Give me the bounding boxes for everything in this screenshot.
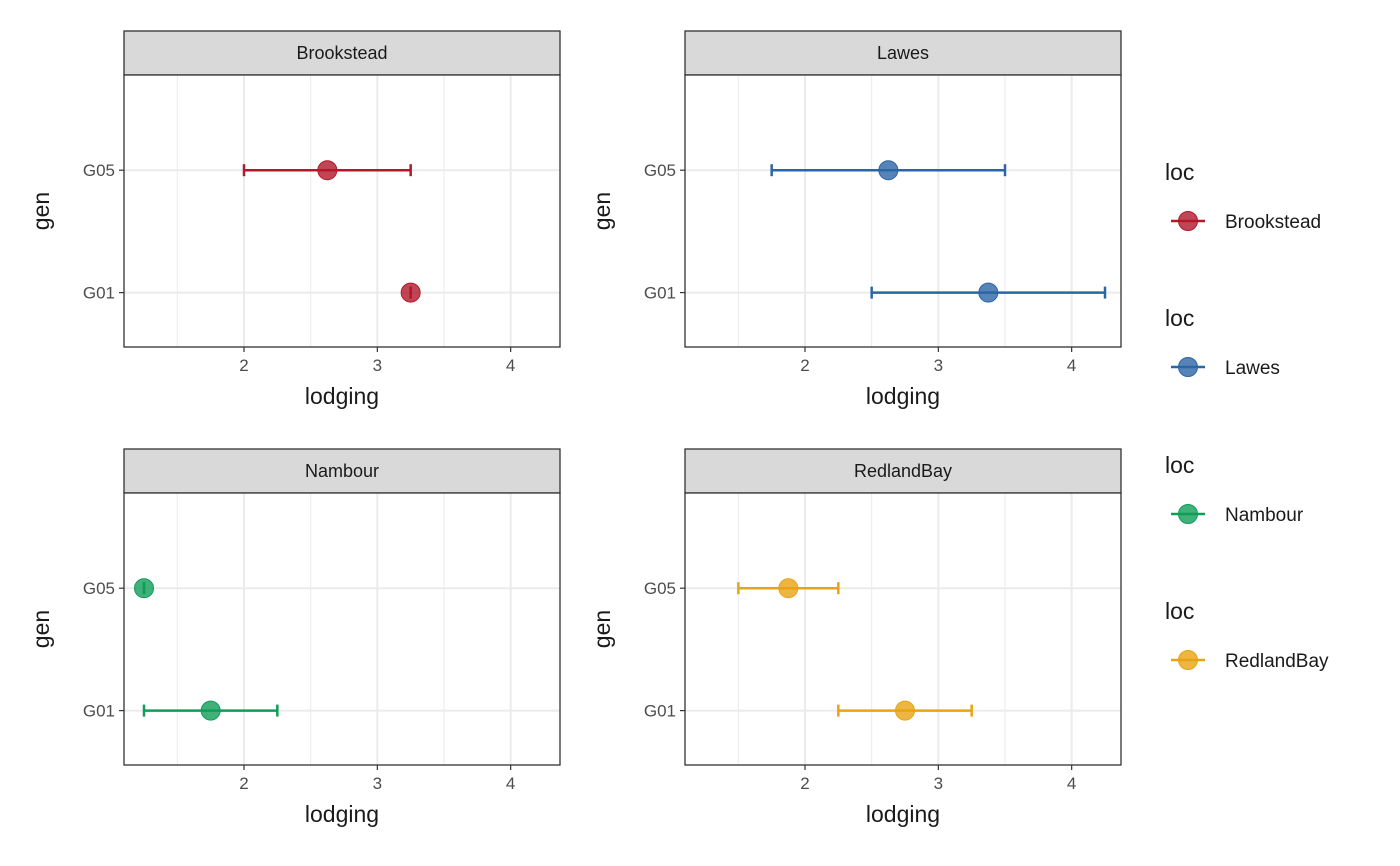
facet-panel-nambour: Nambour G05 G01 2 3 4 lodging gen [28,448,561,827]
panel-background [124,75,560,347]
x-axis-title: lodging [305,383,379,409]
panel-border [123,492,561,766]
legend-lawes: loc Lawes [1165,305,1280,379]
legend-title: loc [1165,159,1194,185]
y-tick-label: G05 [644,579,676,598]
facet-strip-label: Lawes [877,43,929,63]
x-tick-label: 3 [934,774,943,793]
y-tick-label: G05 [644,161,676,180]
legend-title: loc [1165,305,1194,331]
facet-strip [684,30,1122,76]
facet-strip-label: Brookstead [296,43,387,63]
x-axis-title: lodging [305,801,379,827]
facet-strip [123,448,561,494]
x-tick-label: 4 [506,356,515,375]
legend-key-point [1178,504,1198,524]
y-tick-label: G05 [83,579,115,598]
panel-border [684,74,1122,348]
legend-redlandbay: loc RedlandBay [1165,598,1329,672]
x-tick-label: 2 [800,356,809,375]
y-axis-title: gen [28,610,54,648]
x-tick-label: 3 [373,356,382,375]
x-tick-label: 3 [934,356,943,375]
legend-label: Lawes [1225,358,1280,379]
y-axis-title: gen [589,192,615,230]
legend-key-point [1178,211,1198,231]
data-point [878,160,899,181]
y-tick-label: G01 [83,284,115,303]
data-point [978,282,999,303]
panel-background [124,493,560,765]
x-tick-label: 4 [1067,774,1076,793]
facet-strip [684,448,1122,494]
y-tick-label: G05 [83,161,115,180]
legend-title: loc [1165,452,1194,478]
data-point [400,282,421,303]
x-tick-label: 2 [800,774,809,793]
y-axis-title: gen [28,192,54,230]
panel-border [123,74,561,348]
facet-strip-label: Nambour [305,461,379,481]
legend-nambour: loc Nambour [1165,452,1304,526]
legend-label: Brookstead [1225,212,1321,233]
panel-background [685,493,1121,765]
x-tick-label: 3 [373,774,382,793]
x-tick-label: 2 [239,356,248,375]
facet-strip [123,30,561,76]
y-tick-label: G01 [644,702,676,721]
x-tick-label: 2 [239,774,248,793]
legend-label: RedlandBay [1225,651,1329,672]
facet-panel-redlandbay: RedlandBay G05 G01 2 3 4 lodging gen [589,448,1122,827]
y-tick-label: G01 [83,702,115,721]
data-point [317,160,338,181]
x-axis-title: lodging [866,383,940,409]
legend-key-point [1178,650,1198,670]
data-point [200,700,221,721]
data-point [895,700,915,721]
facet-strip-label: RedlandBay [854,461,952,481]
y-tick-label: G01 [644,284,676,303]
data-point [778,578,799,599]
x-tick-label: 4 [506,774,515,793]
panel-border [684,492,1122,766]
panel-background [685,75,1121,347]
data-point [134,578,154,599]
legend-key-point [1178,357,1198,377]
y-axis-title: gen [589,610,615,648]
legend-label: Nambour [1225,505,1304,526]
facet-panel-brookstead: Brookstead G05 G01 2 3 4 lodging gen [28,30,561,409]
x-tick-label: 4 [1067,356,1076,375]
facet-panel-lawes: Lawes G05 G01 2 3 4 lodging gen [589,30,1122,409]
x-axis-title: lodging [866,801,940,827]
legend-title: loc [1165,598,1194,624]
legend-brookstead: loc Brookstead [1165,159,1321,233]
